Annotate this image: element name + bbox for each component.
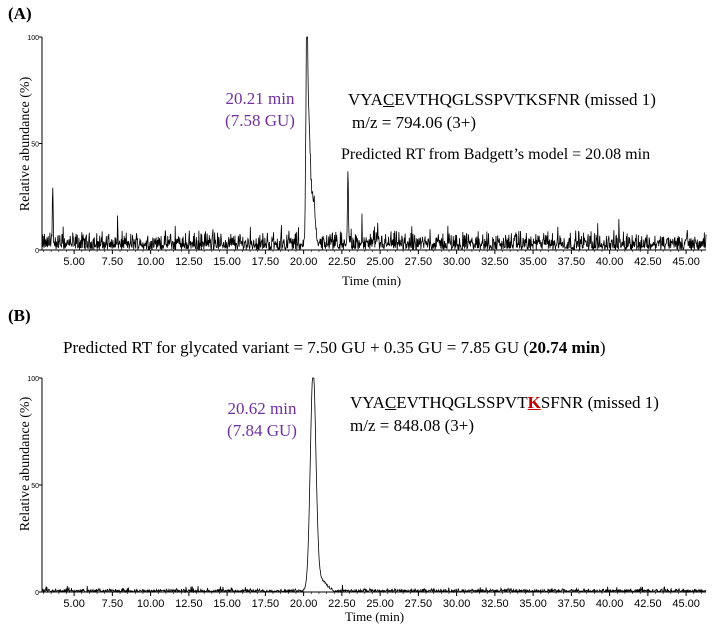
panel-a-label: (A): [8, 4, 32, 23]
chromatogram-trace: [41, 36, 707, 251]
x-tick-label: 17.50: [252, 256, 280, 268]
x-tick-label: 37.50: [558, 256, 586, 268]
x-tick-label: 42.50: [634, 256, 662, 268]
x-tick-label: 37.50: [558, 598, 586, 610]
x-tick-label: 20.00: [290, 598, 318, 610]
x-tick-label: 25.00: [366, 598, 394, 610]
panel-b-mz: m/z = 848.08 (3+): [350, 416, 474, 435]
x-tick-label: 30.00: [443, 598, 471, 610]
x-tick-label: 20.00: [290, 256, 318, 268]
x-tick-label: 12.50: [175, 256, 203, 268]
y-tick-label: 100: [27, 35, 39, 42]
panel-b-peak-time: 20.62 min: [227, 399, 297, 418]
x-tick-label: 5.00: [63, 598, 84, 610]
x-tick-label: 45.00: [672, 256, 700, 268]
panel-b-title: Predicted RT for glycated variant = 7.50…: [63, 338, 606, 357]
x-tick-label: 10.00: [137, 256, 165, 268]
x-tick-label: 22.50: [328, 598, 356, 610]
x-tick-label: 32.50: [481, 256, 509, 268]
x-tick-label: 40.00: [596, 256, 624, 268]
x-tick-label: 25.00: [366, 256, 394, 268]
y-tick-label: 50: [31, 142, 39, 149]
x-tick-label: 5.00: [63, 256, 84, 268]
x-tick-label: 10.00: [137, 598, 165, 610]
y-tick-label: 100: [27, 376, 39, 383]
y-tick-label: 50: [31, 483, 39, 490]
x-tick-label: 35.00: [519, 598, 547, 610]
x-tick-label: 15.00: [213, 598, 241, 610]
y-tick-label: 0: [35, 248, 39, 255]
panel-a-peak-gu: (7.58 GU): [225, 111, 295, 130]
panel-a-mz: m/z = 794.06 (3+): [352, 113, 476, 132]
x-tick-label: 27.50: [405, 598, 433, 610]
x-tick-label: 30.00: [443, 256, 471, 268]
panel-b-label: (B): [8, 306, 31, 325]
x-tick-label: 45.00: [672, 598, 700, 610]
y-tick-label: 0: [35, 590, 39, 597]
x-tick-label: 40.00: [596, 598, 624, 610]
panel-a-peak-time: 20.21 min: [225, 89, 295, 108]
x-tick-label: 35.00: [519, 256, 547, 268]
x-tick-label: 32.50: [481, 598, 509, 610]
panel-a-peptide: VYACEVTHQGLSSPVTKSFNR (missed 1): [348, 90, 656, 109]
x-tick-label: 15.00: [213, 256, 241, 268]
x-tick-label: 22.50: [328, 256, 356, 268]
chromatogram-trace: [41, 377, 707, 594]
x-tick-label: 12.50: [175, 598, 203, 610]
panel-a-peak-label: 20.21 min (7.58 GU): [212, 88, 308, 132]
panel-b-peak-gu: (7.84 GU): [227, 421, 297, 440]
x-tick-label: 42.50: [634, 598, 662, 610]
panel-a-prediction: Predicted RT from Badgett’s model = 20.0…: [341, 146, 651, 163]
panel-b-xlabel: Time (min): [345, 609, 405, 624]
x-tick-label: 7.50: [102, 256, 123, 268]
panel-b-peak-label: 20.62 min (7.84 GU): [214, 398, 310, 442]
x-tick-label: 7.50: [102, 598, 123, 610]
panel-a-xlabel: Time (min): [342, 273, 402, 288]
x-tick-label: 27.50: [405, 256, 433, 268]
x-tick-label: 17.50: [252, 598, 280, 610]
panel-b-peptide: VYACEVTHQGLSSPVTKSFNR (missed 1): [350, 393, 659, 412]
